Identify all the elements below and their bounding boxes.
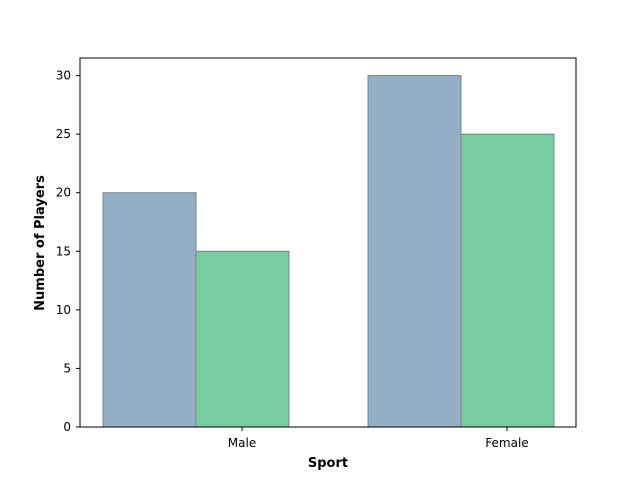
y-tick-label: 15 (56, 244, 71, 258)
x-axis: Male Female (228, 427, 529, 450)
y-tick-label: 5 (63, 361, 71, 375)
y-axis: 0 5 10 15 20 25 30 (56, 69, 80, 434)
y-tick-label: 25 (56, 127, 71, 141)
y-axis-label: Number of Players (33, 175, 48, 311)
plot-area-frame (79, 57, 577, 428)
bar-series1-male (102, 192, 197, 428)
bar-series1-female (367, 75, 462, 428)
x-tick-label-male: Male (228, 436, 256, 450)
bars-layer (102, 75, 555, 428)
y-tick-label: 30 (56, 69, 71, 83)
y-tick-label: 20 (56, 186, 71, 200)
y-tick-label: 10 (56, 303, 71, 317)
x-tick-label-female: Female (485, 436, 528, 450)
bar-series2-female (460, 133, 555, 428)
bar-series2-male (195, 250, 290, 428)
x-axis-label: Sport (308, 456, 348, 471)
y-tick-label: 0 (63, 420, 71, 434)
